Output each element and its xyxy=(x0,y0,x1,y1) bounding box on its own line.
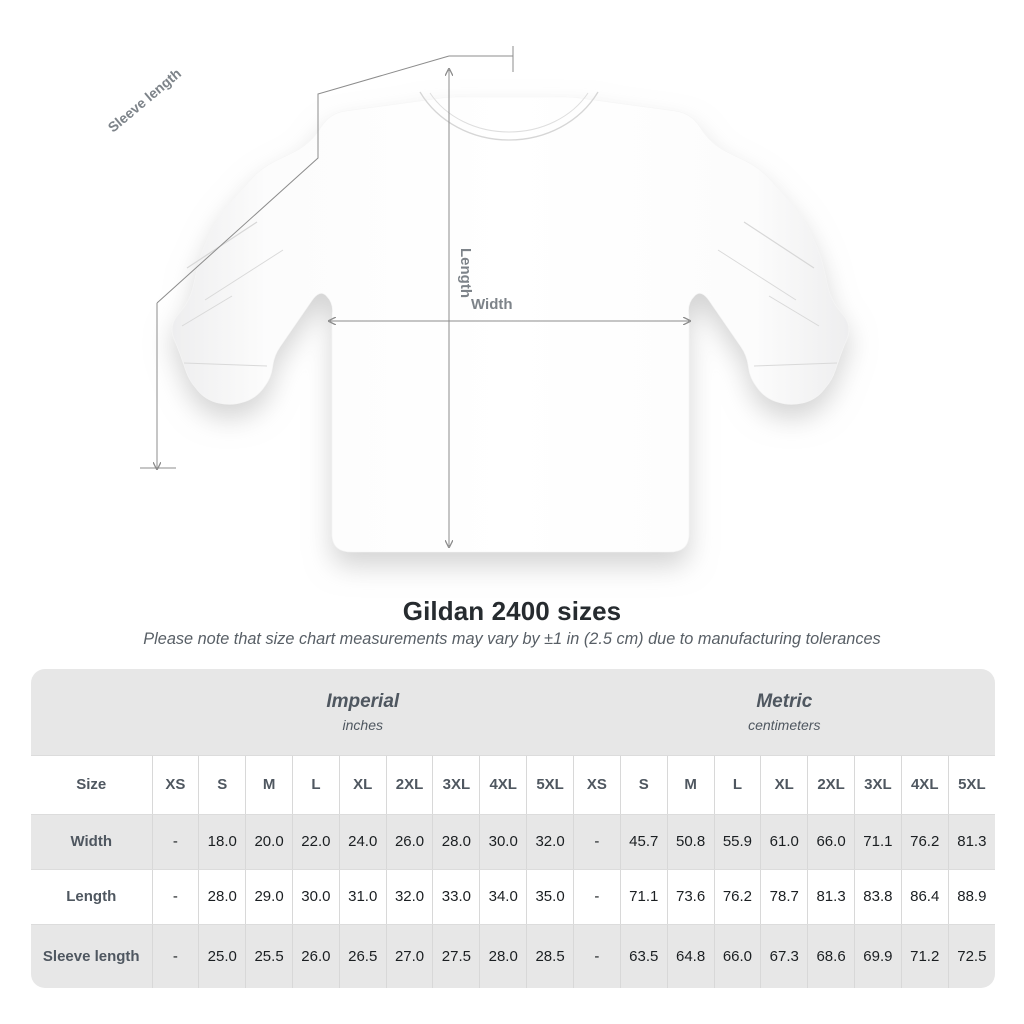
svg-text:Length: Length xyxy=(457,248,474,298)
svg-text:Sleeve length: Sleeve length xyxy=(105,65,184,135)
svg-text:Width: Width xyxy=(471,296,513,313)
